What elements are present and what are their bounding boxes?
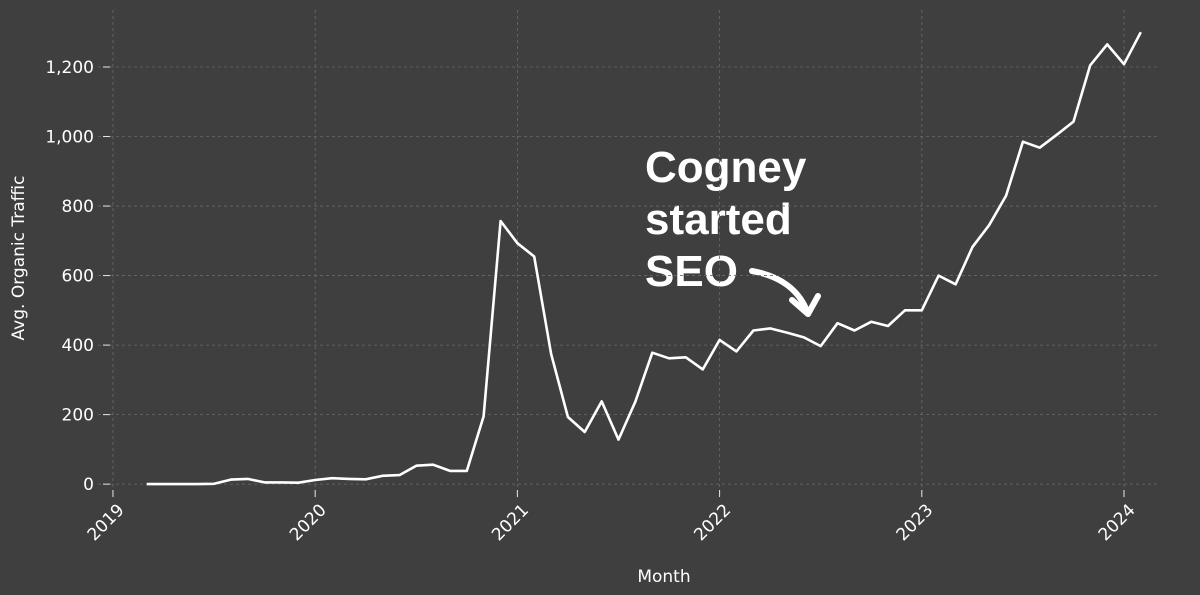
y-tick-label: 800: [62, 197, 94, 217]
y-tick-label: 600: [62, 267, 94, 287]
y-tick-label: 200: [62, 406, 94, 426]
annotation-text: Cogney: [645, 143, 807, 192]
annotation-arrow: [749, 268, 811, 317]
y-tick-label: 0: [83, 475, 94, 495]
x-tick-label: 2019: [84, 500, 129, 545]
y-tick-label: 1,200: [45, 58, 94, 78]
y-tick-label: 400: [62, 336, 94, 356]
x-tick-label: 2020: [286, 500, 331, 545]
x-tick-label: 2022: [690, 500, 735, 545]
x-tick-label: 2024: [1095, 500, 1140, 545]
y-axis-label: Avg. Organic Traffic: [9, 176, 29, 341]
data-line: [146, 31, 1142, 486]
x-tick-label: 2023: [893, 500, 938, 545]
x-tick-label: 2021: [488, 500, 533, 545]
annotation-text: SEO: [645, 247, 738, 296]
x-axis-label: Month: [637, 567, 690, 587]
annotation-arrowhead: [789, 293, 821, 317]
y-tick-label: 1,000: [45, 128, 94, 148]
annotation-text: started: [645, 195, 792, 244]
